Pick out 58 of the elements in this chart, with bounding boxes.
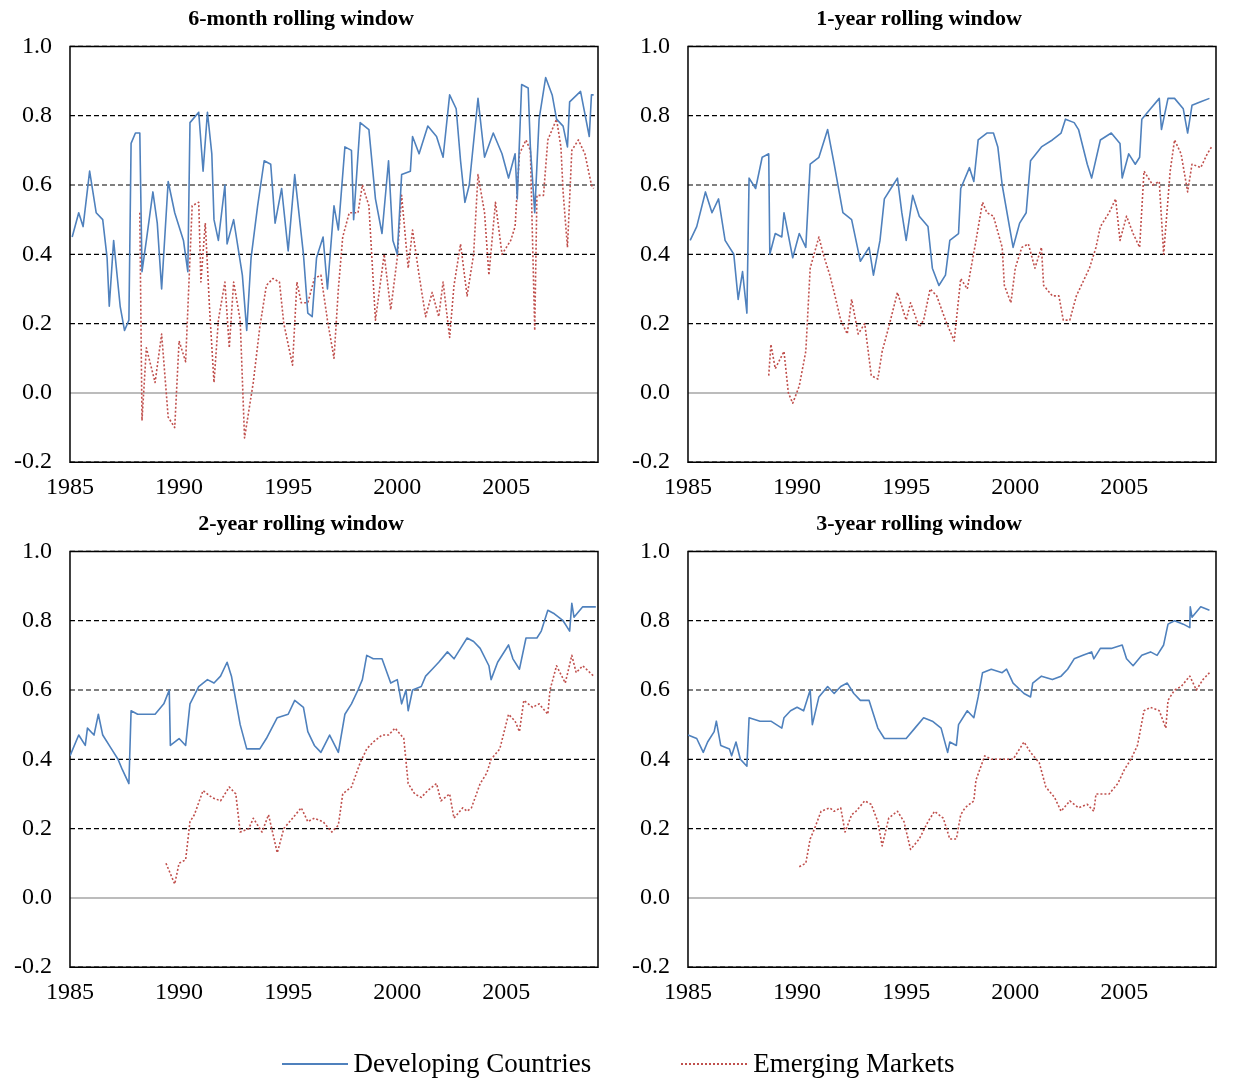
legend-label: Developing Countries (353, 1048, 592, 1079)
y-tick-label: 0.8 (639, 101, 670, 127)
legend-label: Emerging Markets (753, 1048, 955, 1079)
x-tick-label: 2000 (373, 977, 422, 1004)
y-tick-label: 0.2 (21, 308, 52, 335)
x-tick-label: 1990 (773, 472, 822, 499)
chart-title: 1-year rolling window (816, 4, 1022, 30)
y-tick-label: 0.0 (21, 378, 52, 405)
y-tick-label: 1.0 (21, 536, 52, 563)
y-tick-label: 1.0 (21, 31, 52, 58)
line-series (798, 671, 1211, 868)
y-tick-label: 0.4 (639, 744, 670, 771)
x-tick-label: 1990 (155, 977, 204, 1004)
y-tick-label: 0.4 (21, 744, 52, 771)
x-tick-label: 2000 (373, 472, 422, 499)
y-tick-label: 0.8 (639, 606, 670, 632)
chart-title: 3-year rolling window (816, 509, 1022, 535)
y-tick-label: 0.6 (21, 675, 52, 702)
x-tick-label: 1985 (45, 472, 94, 499)
y-tick-label: 0.6 (639, 170, 670, 197)
x-tick-label: 1995 (882, 472, 931, 499)
y-tick-label: 0.2 (639, 308, 670, 335)
x-tick-label: 2005 (1100, 977, 1149, 1004)
y-tick-label: -0.2 (631, 952, 670, 979)
y-tick-label: 0.6 (639, 675, 670, 702)
y-tick-label: -0.2 (13, 952, 52, 979)
x-tick-label: 2005 (1100, 472, 1149, 499)
y-tick-label: -0.2 (13, 447, 52, 474)
y-tick-label: 0.8 (21, 606, 52, 632)
y-tick-label: 0.8 (21, 101, 52, 127)
y-tick-label: 0.4 (639, 239, 670, 266)
y-tick-label: 0.4 (21, 239, 52, 266)
x-tick-label: 1985 (45, 977, 94, 1004)
y-tick-label: 1.0 (639, 536, 670, 563)
x-tick-label: 2000 (991, 472, 1040, 499)
x-tick-label: 1995 (264, 977, 313, 1004)
y-tick-label: 0.6 (21, 170, 52, 197)
x-tick-label: 2005 (482, 977, 531, 1004)
line-series (139, 118, 595, 439)
y-tick-label: 0.0 (21, 883, 52, 910)
x-tick-label: 2005 (482, 472, 531, 499)
y-tick-label: 0.0 (639, 378, 670, 405)
x-tick-label: 1985 (663, 472, 712, 499)
chart-title: 6-month rolling window (188, 4, 414, 30)
y-tick-label: 0.0 (639, 883, 670, 910)
y-tick-label: -0.2 (631, 447, 670, 474)
x-tick-label: 1995 (882, 977, 931, 1004)
x-tick-label: 1990 (155, 472, 204, 499)
y-tick-label: 0.2 (21, 813, 52, 840)
line-series (767, 139, 1213, 405)
x-tick-label: 1985 (663, 977, 712, 1004)
x-tick-label: 1990 (773, 977, 822, 1004)
y-tick-label: 0.2 (639, 813, 670, 840)
line-series (165, 654, 595, 885)
x-tick-label: 1995 (264, 472, 313, 499)
y-tick-label: 1.0 (639, 31, 670, 58)
chart-title: 2-year rolling window (198, 509, 404, 535)
x-tick-label: 2000 (991, 977, 1040, 1004)
